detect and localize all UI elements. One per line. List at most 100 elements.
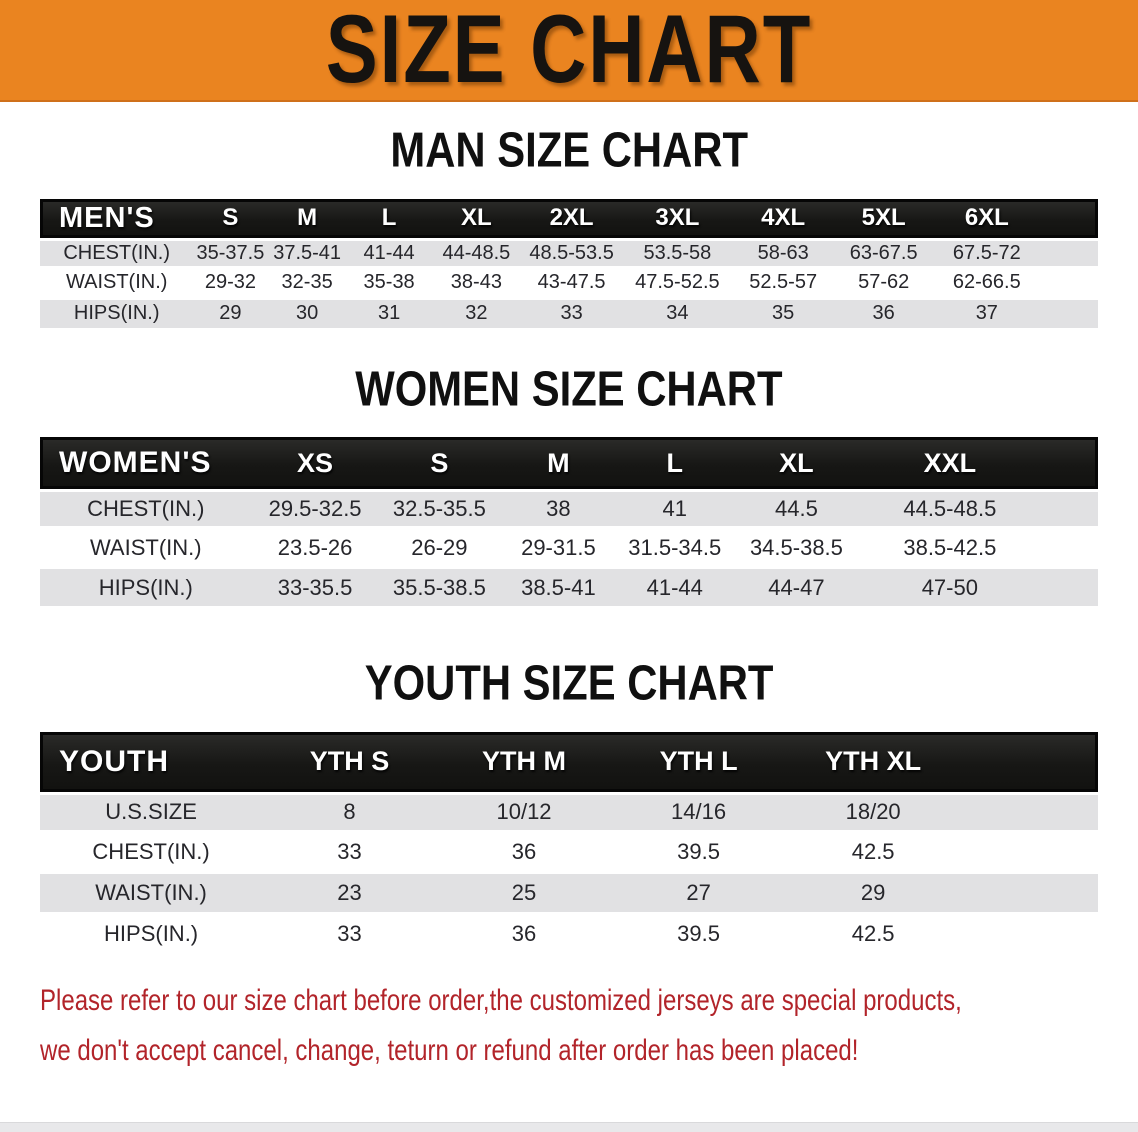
size-value: 36 bbox=[436, 915, 612, 956]
header-filler bbox=[960, 731, 1098, 792]
header-filler bbox=[1039, 437, 1098, 490]
size-column-header: M bbox=[500, 437, 617, 490]
women-table-title: WOMEN'S bbox=[40, 437, 252, 490]
men-hips-row: HIPS(IN.) 29 30 31 32 33 34 35 36 37 bbox=[40, 299, 1098, 331]
size-value: 29-31.5 bbox=[500, 529, 617, 570]
size-value: 43-47.5 bbox=[521, 269, 622, 300]
size-value: 47.5-52.5 bbox=[621, 269, 733, 300]
men-chest-row: CHEST(IN.) 35-37.5 37.5-41 41-44 44-48.5… bbox=[40, 237, 1098, 269]
women-chest-row: CHEST(IN.) 29.5-32.5 32.5-35.5 38 41 44.… bbox=[40, 489, 1098, 530]
size-value: 35-37.5 bbox=[193, 237, 268, 269]
men-header-row: MEN'S S M L XL 2XL 3XL 4XL 5XL 6XL bbox=[40, 198, 1098, 238]
size-value: 34.5-38.5 bbox=[732, 529, 860, 570]
banner-title: SIZE CHART bbox=[325, 0, 813, 104]
size-column-header: S bbox=[193, 198, 268, 238]
size-value: 57-62 bbox=[833, 269, 934, 300]
youth-chest-row: CHEST(IN.) 33 36 39.5 42.5 bbox=[40, 833, 1098, 874]
size-value: 8 bbox=[262, 791, 437, 833]
youth-table-title: YOUTH bbox=[40, 731, 263, 792]
size-value: 29 bbox=[785, 873, 961, 915]
man-size-chart-heading: MAN SIZE CHART bbox=[0, 122, 1138, 178]
size-value: 44.5-48.5 bbox=[859, 489, 1040, 530]
size-column-header: S bbox=[378, 437, 501, 490]
row-label: CHEST(IN.) bbox=[40, 489, 252, 530]
size-value: 41-44 bbox=[616, 569, 733, 610]
youth-ussize-row: U.S.SIZE 8 10/12 14/16 18/20 bbox=[40, 791, 1098, 833]
size-value: 29 bbox=[193, 299, 268, 331]
row-filler bbox=[960, 915, 1098, 956]
size-value: 18/20 bbox=[785, 791, 961, 833]
size-value: 23 bbox=[262, 873, 437, 915]
row-label: WAIST(IN.) bbox=[40, 529, 252, 570]
size-value: 44-48.5 bbox=[431, 237, 522, 269]
size-value: 38.5-42.5 bbox=[859, 529, 1040, 570]
women-hips-row: HIPS(IN.) 33-35.5 35.5-38.5 38.5-41 41-4… bbox=[40, 569, 1098, 610]
man-size-chart-heading-text: MAN SIZE CHART bbox=[390, 122, 748, 178]
size-value: 29-32 bbox=[193, 269, 268, 300]
size-value: 30 bbox=[267, 299, 347, 331]
size-value: 44.5 bbox=[732, 489, 860, 530]
size-value: 33 bbox=[262, 833, 437, 874]
row-label: WAIST(IN.) bbox=[40, 873, 263, 915]
order-disclaimer: Please refer to our size chart before or… bbox=[40, 978, 1098, 1078]
size-value: 25 bbox=[436, 873, 612, 915]
size-value: 10/12 bbox=[436, 791, 612, 833]
youth-header-row: YOUTH YTH S YTH M YTH L YTH XL bbox=[40, 731, 1098, 792]
size-value: 33 bbox=[262, 915, 437, 956]
size-value: 58-63 bbox=[732, 237, 834, 269]
size-column-header: XL bbox=[431, 198, 522, 238]
women-header-row: WOMEN'S XS S M L XL XXL bbox=[40, 437, 1098, 490]
men-table-title: MEN'S bbox=[40, 198, 194, 238]
size-column-header: XXL bbox=[859, 437, 1040, 490]
row-filler bbox=[960, 833, 1098, 874]
size-column-header: XS bbox=[251, 437, 379, 490]
size-value: 37 bbox=[933, 299, 1040, 331]
women-size-chart-heading-text: WOMEN SIZE CHART bbox=[355, 361, 783, 417]
size-value: 42.5 bbox=[785, 915, 961, 956]
size-value: 38-43 bbox=[431, 269, 522, 300]
row-label: WAIST(IN.) bbox=[40, 269, 194, 300]
size-value: 41-44 bbox=[346, 237, 432, 269]
size-column-header: YTH XL bbox=[785, 731, 961, 792]
youth-hips-row: HIPS(IN.) 33 36 39.5 42.5 bbox=[40, 915, 1098, 956]
size-column-header: YTH S bbox=[262, 731, 437, 792]
row-filler bbox=[1039, 299, 1098, 331]
size-value: 35-38 bbox=[346, 269, 432, 300]
size-value: 52.5-57 bbox=[732, 269, 834, 300]
youth-waist-row: WAIST(IN.) 23 25 27 29 bbox=[40, 873, 1098, 915]
size-value: 31.5-34.5 bbox=[616, 529, 733, 570]
size-value: 29.5-32.5 bbox=[251, 489, 379, 530]
header-filler bbox=[1039, 198, 1098, 238]
youth-size-table: YOUTH YTH S YTH M YTH L YTH XL U.S.SIZE … bbox=[40, 731, 1098, 956]
size-value: 63-67.5 bbox=[833, 237, 934, 269]
size-value: 32.5-35.5 bbox=[378, 489, 501, 530]
size-value: 47-50 bbox=[859, 569, 1040, 610]
men-waist-row: WAIST(IN.) 29-32 32-35 35-38 38-43 43-47… bbox=[40, 269, 1098, 300]
row-filler bbox=[960, 873, 1098, 915]
row-label: HIPS(IN.) bbox=[40, 915, 263, 956]
row-label: CHEST(IN.) bbox=[40, 833, 263, 874]
size-value: 14/16 bbox=[611, 791, 786, 833]
size-column-header: YTH M bbox=[436, 731, 612, 792]
size-value: 32-35 bbox=[267, 269, 347, 300]
row-filler bbox=[1039, 489, 1098, 530]
size-value: 31 bbox=[346, 299, 432, 331]
size-column-header: 3XL bbox=[621, 198, 733, 238]
bottom-edge-strip bbox=[0, 1122, 1138, 1132]
size-column-header: YTH L bbox=[611, 731, 786, 792]
women-size-chart-heading: WOMEN SIZE CHART bbox=[0, 361, 1138, 417]
row-filler bbox=[1039, 269, 1098, 300]
size-value: 36 bbox=[436, 833, 612, 874]
size-column-header: L bbox=[616, 437, 733, 490]
size-column-header: XL bbox=[732, 437, 860, 490]
disclaimer-line-2-text: we don't accept cancel, change, teturn o… bbox=[40, 1033, 859, 1067]
size-value: 33-35.5 bbox=[251, 569, 379, 610]
size-value: 38 bbox=[500, 489, 617, 530]
size-value: 37.5-41 bbox=[267, 237, 347, 269]
size-value: 23.5-26 bbox=[251, 529, 379, 570]
size-value: 26-29 bbox=[378, 529, 501, 570]
disclaimer-line-1-text: Please refer to our size chart before or… bbox=[40, 983, 962, 1017]
disclaimer-line-1: Please refer to our size chart before or… bbox=[40, 978, 1098, 1028]
size-value: 35 bbox=[732, 299, 834, 331]
size-value: 39.5 bbox=[611, 915, 786, 956]
